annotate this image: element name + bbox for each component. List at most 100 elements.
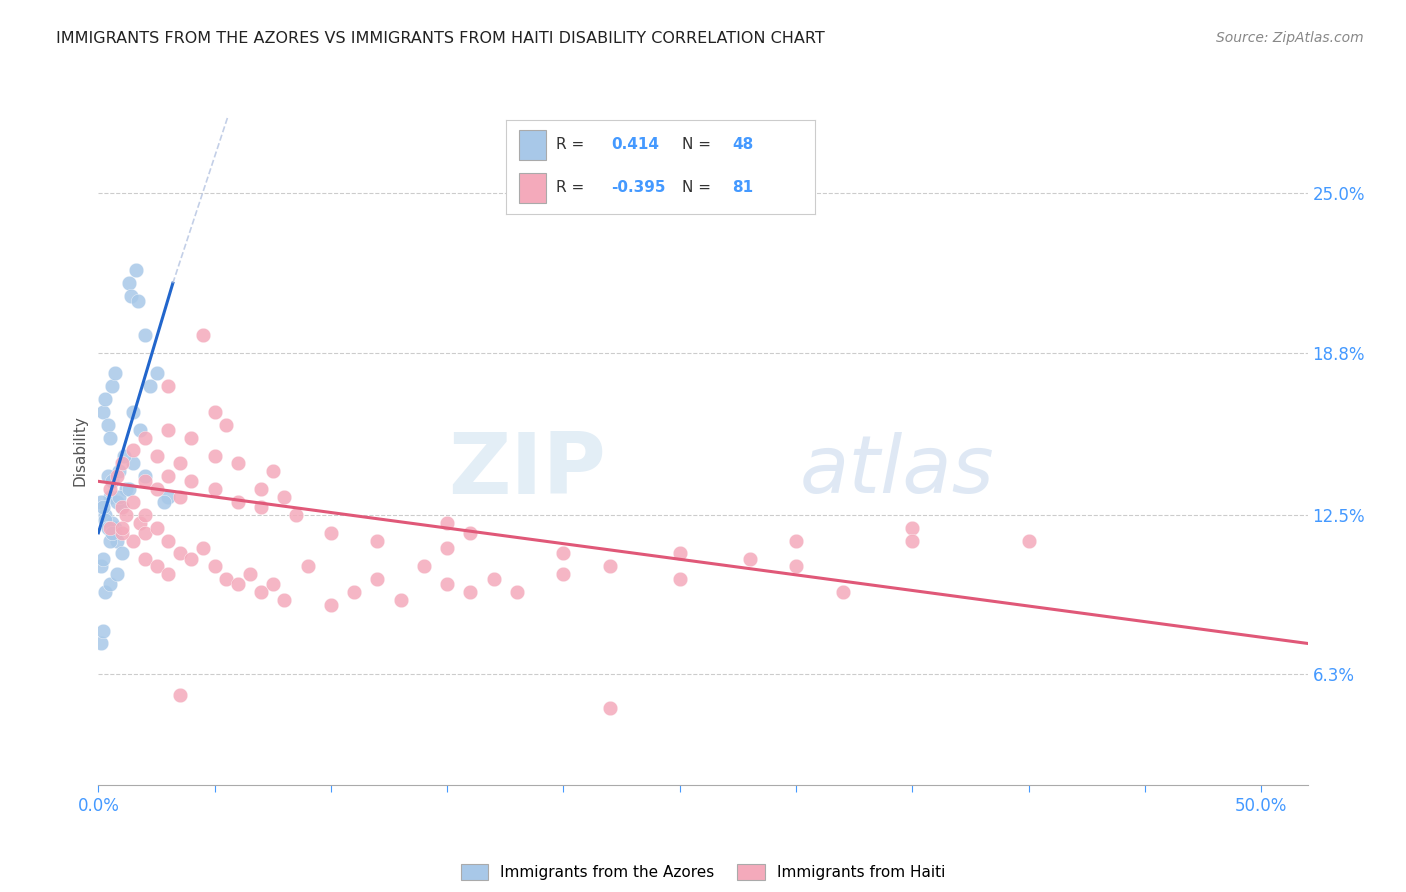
- Y-axis label: Disability: Disability: [72, 415, 87, 486]
- Text: 48: 48: [733, 137, 754, 153]
- Point: [101, 516, 124, 530]
- Point: [120, 289, 142, 303]
- Point: [134, 431, 156, 445]
- Point: [285, 508, 308, 522]
- Point: [91, 500, 114, 514]
- Point: [250, 585, 273, 599]
- Point: [94, 508, 117, 522]
- Point: [104, 525, 127, 540]
- Point: [157, 566, 180, 581]
- Point: [180, 475, 202, 489]
- Point: [111, 546, 134, 560]
- Text: R =: R =: [555, 180, 589, 195]
- Point: [668, 572, 690, 586]
- Point: [262, 464, 284, 478]
- Text: ZIP: ZIP: [449, 429, 606, 512]
- Text: R =: R =: [555, 137, 589, 153]
- Point: [118, 482, 141, 496]
- Text: IMMIGRANTS FROM THE AZORES VS IMMIGRANTS FROM HAITI DISABILITY CORRELATION CHART: IMMIGRANTS FROM THE AZORES VS IMMIGRANTS…: [56, 31, 825, 46]
- Point: [127, 294, 149, 309]
- Point: [343, 585, 366, 599]
- Point: [553, 566, 575, 581]
- Point: [98, 577, 121, 591]
- Point: [134, 508, 156, 522]
- Point: [239, 566, 262, 581]
- Point: [226, 577, 249, 591]
- Point: [91, 624, 114, 638]
- Point: [122, 533, 145, 548]
- Point: [97, 521, 120, 535]
- Point: [599, 559, 621, 574]
- Text: N =: N =: [682, 180, 716, 195]
- Point: [101, 525, 124, 540]
- Point: [91, 551, 114, 566]
- Point: [785, 559, 807, 574]
- Point: [134, 469, 156, 483]
- Point: [98, 482, 121, 496]
- Point: [94, 392, 117, 406]
- Point: [98, 490, 121, 504]
- Text: atlas: atlas: [800, 432, 994, 509]
- Point: [169, 456, 191, 470]
- Point: [389, 592, 412, 607]
- Point: [98, 521, 121, 535]
- Point: [90, 559, 112, 574]
- Text: Source: ZipAtlas.com: Source: ZipAtlas.com: [1216, 31, 1364, 45]
- Point: [145, 366, 167, 380]
- Point: [226, 495, 249, 509]
- Point: [157, 469, 180, 483]
- Point: [98, 533, 121, 548]
- Point: [191, 327, 214, 342]
- Point: [134, 551, 156, 566]
- Point: [145, 449, 167, 463]
- Point: [366, 572, 388, 586]
- Point: [215, 572, 238, 586]
- Point: [105, 533, 128, 548]
- Point: [250, 500, 273, 514]
- Point: [138, 379, 160, 393]
- Point: [215, 417, 238, 432]
- Point: [134, 327, 156, 342]
- Point: [157, 533, 180, 548]
- Point: [901, 521, 924, 535]
- Point: [129, 516, 152, 530]
- Point: [204, 482, 226, 496]
- Point: [668, 546, 690, 560]
- Point: [319, 598, 342, 612]
- Point: [738, 551, 761, 566]
- Point: [122, 405, 145, 419]
- Point: [180, 551, 202, 566]
- Point: [111, 525, 134, 540]
- Point: [111, 456, 134, 470]
- Point: [366, 533, 388, 548]
- Point: [460, 525, 482, 540]
- Point: [108, 464, 131, 478]
- Point: [94, 585, 117, 599]
- Text: 0.414: 0.414: [612, 137, 659, 153]
- Point: [145, 482, 167, 496]
- Point: [122, 456, 145, 470]
- Point: [115, 482, 138, 496]
- Point: [204, 559, 226, 574]
- Bar: [519, 129, 547, 160]
- Point: [152, 495, 174, 509]
- Point: [112, 449, 135, 463]
- Text: -0.395: -0.395: [612, 180, 666, 195]
- Point: [157, 423, 180, 437]
- Point: [105, 495, 128, 509]
- Point: [111, 500, 134, 514]
- Point: [98, 431, 121, 445]
- Point: [785, 533, 807, 548]
- Point: [169, 688, 191, 702]
- Point: [94, 513, 117, 527]
- Point: [413, 559, 436, 574]
- Point: [101, 475, 124, 489]
- Point: [104, 366, 127, 380]
- Point: [273, 490, 295, 504]
- Point: [157, 379, 180, 393]
- Point: [90, 495, 112, 509]
- Point: [169, 490, 191, 504]
- Point: [122, 495, 145, 509]
- Point: [108, 490, 131, 504]
- Point: [297, 559, 319, 574]
